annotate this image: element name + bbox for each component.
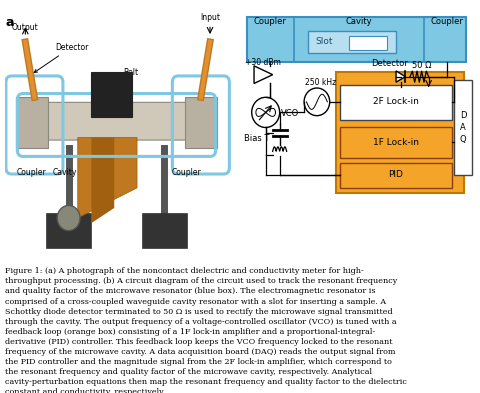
Text: D
A
Q: D A Q [460,111,466,144]
Text: PID: PID [389,170,404,179]
FancyBboxPatch shape [336,72,464,193]
Text: Cavity: Cavity [53,168,77,177]
Polygon shape [396,71,405,82]
Text: Coupler: Coupler [171,168,201,177]
Text: Coupler: Coupler [254,17,287,26]
Text: Bias T: Bias T [243,134,269,143]
Polygon shape [254,66,273,83]
FancyBboxPatch shape [308,31,396,53]
Bar [142,213,187,248]
Text: Detector: Detector [34,42,88,72]
Text: VCO: VCO [281,109,299,118]
Text: Figure 1: (a) A photograph of the noncontact dielectric and conductivity meter f: Figure 1: (a) A photograph of the noncon… [5,267,407,393]
Text: Coupler: Coupler [16,168,46,177]
Text: 1F Lock-in: 1F Lock-in [373,138,419,147]
FancyBboxPatch shape [340,85,452,120]
FancyBboxPatch shape [25,102,208,140]
FancyBboxPatch shape [340,163,452,188]
Text: 2F Lock-in: 2F Lock-in [373,97,419,107]
Text: Cavity: Cavity [346,17,372,26]
FancyBboxPatch shape [349,36,387,50]
FancyBboxPatch shape [340,127,452,158]
FancyBboxPatch shape [247,17,466,62]
Polygon shape [91,138,114,223]
Text: 250 kHz: 250 kHz [305,78,336,87]
Text: Detector: Detector [371,59,408,68]
FancyBboxPatch shape [185,97,217,148]
Circle shape [57,206,80,231]
FancyBboxPatch shape [454,80,472,175]
Circle shape [252,97,280,127]
Text: +30 dBm: +30 dBm [245,58,281,66]
FancyBboxPatch shape [16,97,48,148]
Text: Input: Input [200,13,220,22]
Text: Coupler: Coupler [431,17,464,26]
FancyBboxPatch shape [91,72,132,118]
Text: a: a [6,16,14,29]
Text: Belt: Belt [103,68,139,105]
Text: 50 Ω: 50 Ω [412,61,432,70]
Bar [46,213,91,248]
Polygon shape [78,138,137,218]
Text: Slot: Slot [315,37,333,46]
Text: Output: Output [12,23,39,32]
Circle shape [304,88,330,116]
